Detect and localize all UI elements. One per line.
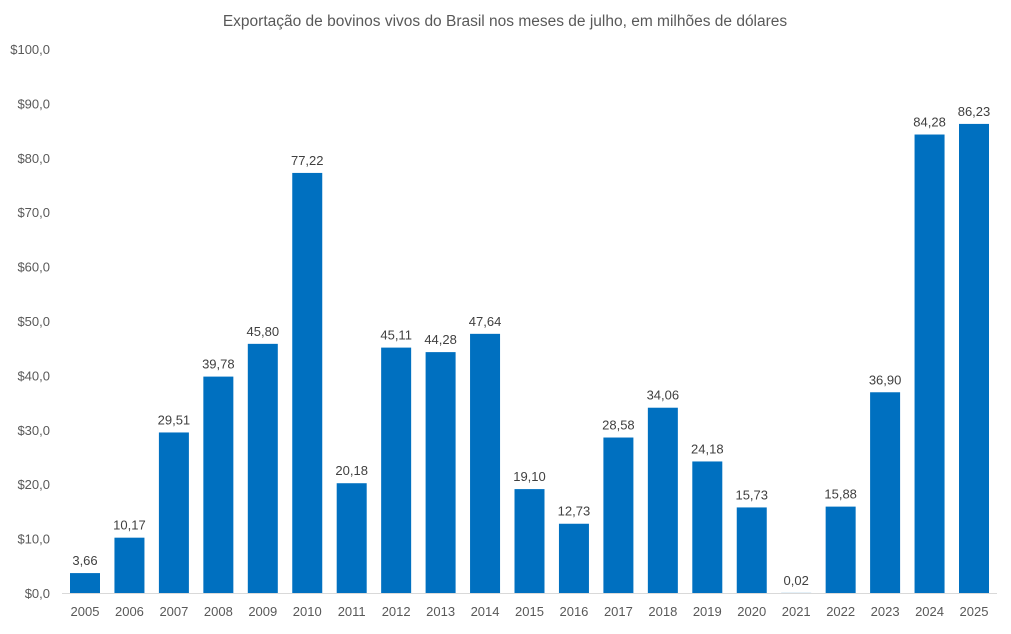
bar-2012 <box>381 348 411 593</box>
x-tick-label: 2022 <box>826 604 855 619</box>
data-label: 28,58 <box>602 418 635 433</box>
bar-2022 <box>826 507 856 593</box>
bar-2006 <box>114 538 144 593</box>
data-label: 3,66 <box>72 553 97 568</box>
data-label: 47,64 <box>469 314 502 329</box>
x-tick-label: 2010 <box>293 604 322 619</box>
y-tick-label: $60,0 <box>17 260 50 275</box>
x-tick-label: 2013 <box>426 604 455 619</box>
bar-2013 <box>426 352 456 593</box>
data-label: 45,80 <box>247 324 280 339</box>
data-label: 77,22 <box>291 153 324 168</box>
data-label: 15,73 <box>735 487 768 502</box>
bar-2019 <box>692 461 722 593</box>
x-tick-label: 2005 <box>71 604 100 619</box>
x-tick-label: 2017 <box>604 604 633 619</box>
bar-2007 <box>159 432 189 593</box>
y-tick-label: $90,0 <box>17 96 50 111</box>
x-tick-label: 2023 <box>871 604 900 619</box>
y-tick-label: $10,0 <box>17 532 50 547</box>
x-tick-label: 2012 <box>382 604 411 619</box>
data-label: 10,17 <box>113 518 146 533</box>
bar-2023 <box>870 392 900 593</box>
data-label: 20,18 <box>335 463 368 478</box>
bar-2009 <box>248 344 278 593</box>
y-tick-label: $0,0 <box>25 586 50 601</box>
x-tick-label: 2015 <box>515 604 544 619</box>
data-label: 36,90 <box>869 372 902 387</box>
bar-2025 <box>959 124 989 593</box>
bar-2024 <box>915 135 945 593</box>
x-tick-label: 2008 <box>204 604 233 619</box>
data-label: 39,78 <box>202 357 235 372</box>
data-label: 19,10 <box>513 469 546 484</box>
y-tick-label: $30,0 <box>17 423 50 438</box>
y-axis: $0,0 $10,0 $20,0 $30,0 $40,0 $50,0 $60,0 $70,0 $… <box>10 42 50 601</box>
data-label: 34,06 <box>647 388 680 403</box>
bar-2008 <box>203 377 233 593</box>
y-tick-label: $80,0 <box>17 151 50 166</box>
x-tick-label: 2006 <box>115 604 144 619</box>
x-tick-label: 2021 <box>782 604 811 619</box>
x-tick-label: 2011 <box>338 604 366 619</box>
bar-2020 <box>737 507 767 593</box>
y-tick-label: $20,0 <box>17 477 50 492</box>
x-tick-label: 2007 <box>159 604 188 619</box>
x-tick-label: 2014 <box>471 604 500 619</box>
data-label: 0,02 <box>784 573 809 588</box>
data-label: 84,28 <box>913 115 946 130</box>
data-label: 12,73 <box>558 504 591 519</box>
bar-2016 <box>559 524 589 593</box>
x-tick-label: 2019 <box>693 604 722 619</box>
bar-2014 <box>470 334 500 593</box>
x-axis: 2005 2006 2007 2008 2009 2010 2011 2012 2013 2014… <box>62 594 997 620</box>
data-label: 15,88 <box>824 487 857 502</box>
x-tick-label: 2020 <box>737 604 766 619</box>
bar-2015 <box>515 489 545 593</box>
x-tick-label: 2018 <box>648 604 677 619</box>
bar-2010 <box>292 173 322 593</box>
data-label: 24,18 <box>691 441 724 456</box>
x-tick-label: 2016 <box>559 604 588 619</box>
data-label: 44,28 <box>424 332 457 347</box>
x-tick-label: 2009 <box>248 604 277 619</box>
x-tick-label: 2025 <box>960 604 989 619</box>
bar-2017 <box>603 438 633 593</box>
bar-2011 <box>337 483 367 593</box>
data-label: 29,51 <box>158 412 191 427</box>
y-tick-label: $100,0 <box>10 42 50 57</box>
x-tick-label: 2024 <box>915 604 944 619</box>
y-tick-label: $40,0 <box>17 368 50 383</box>
data-label: 45,11 <box>380 328 412 343</box>
y-tick-label: $70,0 <box>17 205 50 220</box>
bar-2005 <box>70 573 100 593</box>
bar-2018 <box>648 408 678 593</box>
data-label: 86,23 <box>958 104 991 119</box>
chart-title: Exportação de bovinos vivos do Brasil no… <box>223 13 788 30</box>
y-tick-label: $50,0 <box>17 314 50 329</box>
